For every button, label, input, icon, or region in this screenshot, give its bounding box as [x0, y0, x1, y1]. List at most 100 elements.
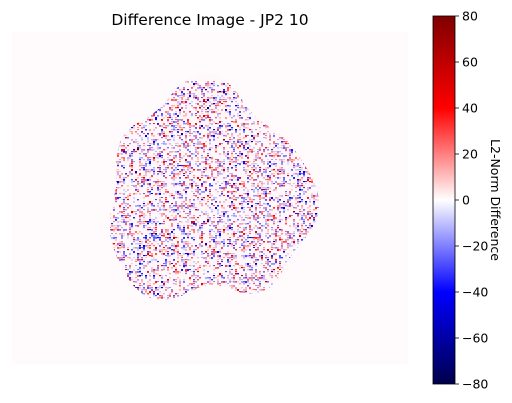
noise-pixel [137, 143, 139, 145]
noise-pixel [165, 137, 167, 140]
noise-pixel [225, 101, 227, 103]
noise-pixel [121, 157, 123, 159]
noise-pixel [217, 115, 219, 117]
noise-pixel [307, 231, 309, 233]
noise-pixel [281, 243, 283, 245]
noise-pixel [309, 199, 311, 201]
noise-pixel [151, 209, 153, 211]
noise-pixel [171, 223, 173, 225]
noise-pixel [239, 139, 241, 141]
noise-pixel [257, 195, 259, 198]
noise-pixel [115, 225, 117, 227]
noise-pixel [201, 117, 203, 119]
noise-pixel [163, 183, 165, 186]
noise-pixel [153, 135, 155, 137]
noise-pixel [141, 139, 143, 141]
noise-pixel [155, 227, 157, 229]
noise-pixel [243, 161, 245, 163]
noise-pixel [209, 185, 211, 187]
noise-pixel [207, 87, 209, 89]
noise-pixel [269, 177, 271, 179]
noise-pixel [133, 181, 135, 183]
noise-pixel [165, 197, 167, 199]
noise-pixel [239, 227, 241, 229]
noise-pixel [119, 245, 121, 247]
noise-pixel [151, 187, 153, 189]
noise-pixel [269, 235, 271, 238]
noise-pixel [151, 235, 153, 237]
noise-pixel [257, 177, 259, 179]
noise-pixel [189, 125, 191, 127]
noise-pixel [167, 217, 169, 219]
noise-pixel [195, 249, 197, 251]
noise-pixel [221, 261, 223, 263]
noise-pixel [243, 149, 245, 151]
noise-pixel [269, 175, 271, 178]
noise-pixel [205, 243, 207, 246]
noise-pixel [175, 167, 177, 169]
noise-pixel [161, 253, 163, 255]
noise-pixel [271, 197, 273, 200]
noise-pixel [177, 101, 179, 103]
noise-pixel [287, 233, 289, 235]
noise-pixel [179, 265, 181, 267]
noise-pixel [277, 169, 279, 171]
noise-pixel [249, 201, 251, 203]
noise-pixel [177, 257, 179, 259]
noise-pixel [259, 271, 261, 273]
noise-pixel [211, 147, 213, 149]
noise-pixel [299, 173, 301, 176]
noise-pixel [225, 227, 227, 229]
noise-pixel [201, 185, 203, 187]
noise-pixel [193, 237, 195, 239]
noise-pixel [171, 245, 173, 247]
noise-pixel [257, 175, 259, 178]
noise-pixel [261, 197, 263, 199]
noise-pixel [203, 197, 205, 199]
noise-pixel [141, 179, 143, 181]
noise-pixel [161, 243, 163, 245]
noise-pixel [213, 277, 215, 279]
noise-pixel [183, 185, 185, 187]
noise-pixel [195, 191, 197, 193]
noise-pixel [311, 181, 313, 183]
noise-pixel [133, 185, 135, 187]
noise-pixel [155, 259, 157, 261]
noise-pixel [179, 171, 181, 173]
noise-pixel [275, 163, 277, 165]
noise-pixel [143, 159, 145, 161]
noise-pixel [135, 287, 137, 289]
noise-pixel [171, 215, 173, 217]
noise-pixel [259, 147, 261, 150]
noise-pixel [161, 277, 163, 279]
noise-pixel [229, 205, 231, 207]
noise-pixel [217, 129, 219, 131]
noise-pixel [123, 259, 125, 261]
noise-pixel [287, 147, 289, 149]
noise-pixel [155, 287, 157, 289]
noise-pixel [171, 239, 173, 241]
noise-pixel [305, 171, 307, 173]
noise-pixel [265, 263, 267, 265]
noise-pixel [227, 257, 229, 259]
noise-pixel [201, 231, 203, 233]
noise-pixel [163, 117, 165, 119]
noise-pixel [227, 219, 229, 221]
noise-pixel [181, 193, 183, 196]
noise-pixel [177, 225, 179, 227]
noise-pixel [163, 133, 165, 135]
noise-pixel [147, 223, 149, 225]
noise-pixel [207, 159, 209, 161]
noise-pixel [191, 133, 193, 135]
noise-pixel [297, 201, 299, 203]
noise-pixel [245, 275, 247, 277]
noise-pixel [185, 263, 187, 265]
noise-pixel [167, 209, 169, 211]
noise-pixel [149, 217, 151, 219]
noise-pixel [235, 157, 237, 159]
noise-pixel [195, 151, 197, 153]
noise-pixel [139, 123, 141, 125]
noise-pixel [213, 89, 215, 91]
noise-pixel [191, 221, 193, 224]
noise-pixel [175, 161, 177, 163]
